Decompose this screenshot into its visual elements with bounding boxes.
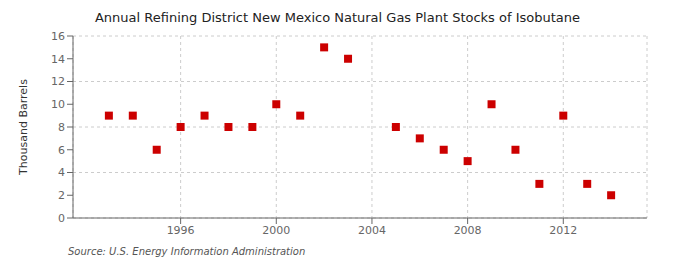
svg-text:2004: 2004 — [358, 224, 386, 237]
svg-text:Thousand Barrels: Thousand Barrels — [17, 79, 30, 176]
svg-text:2: 2 — [58, 189, 65, 202]
svg-text:1996: 1996 — [167, 224, 195, 237]
svg-text:8: 8 — [58, 121, 65, 134]
svg-text:10: 10 — [51, 98, 65, 111]
svg-text:2008: 2008 — [454, 224, 482, 237]
svg-text:14: 14 — [51, 53, 65, 66]
html-text:Annual Refining District New M: Annual Refining District New Mexico Natu… — [95, 10, 580, 25]
svg-text:2000: 2000 — [262, 224, 290, 237]
svg-text:6: 6 — [58, 144, 65, 157]
svg-text:4: 4 — [58, 166, 65, 179]
svg-text:2012: 2012 — [549, 224, 577, 237]
svg-text:0: 0 — [58, 212, 65, 225]
html-text:Source: U.S. Energy Informatio: Source: U.S. Energy Information Administ… — [68, 246, 306, 257]
svg-text:12: 12 — [51, 75, 65, 88]
svg-text:16: 16 — [51, 30, 65, 43]
